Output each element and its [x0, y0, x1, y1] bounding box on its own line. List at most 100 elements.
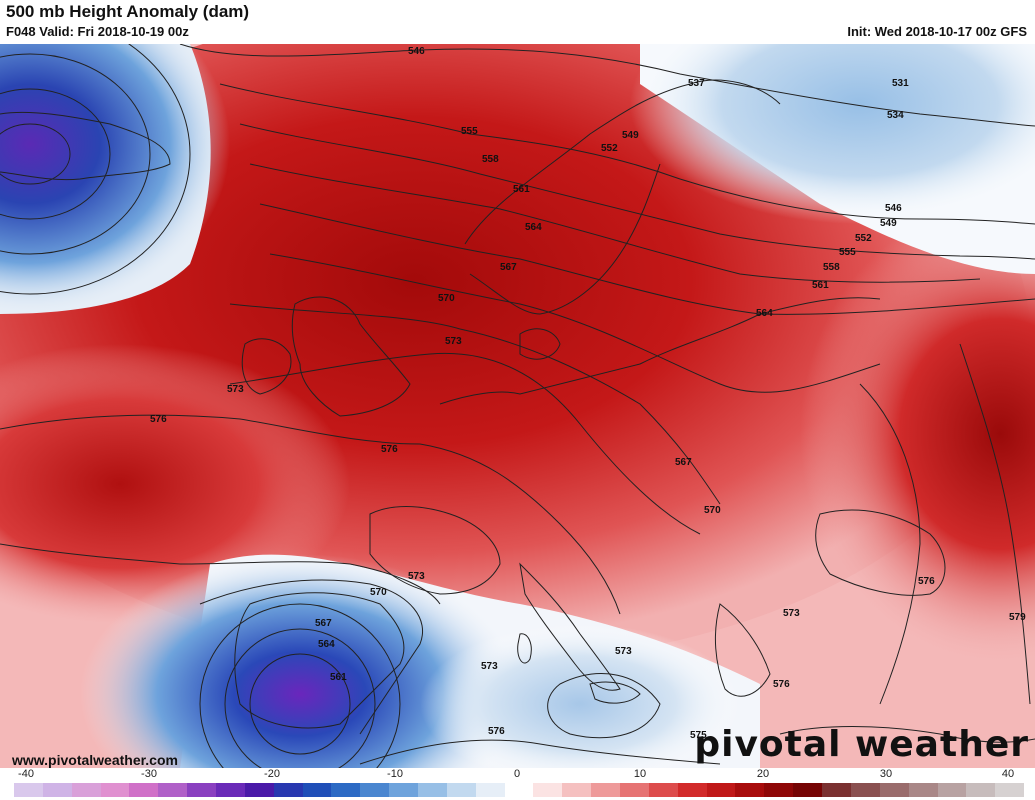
contour-line-561: [249, 163, 981, 283]
contour-line-567: [269, 253, 881, 393]
contour-549-norway: 549: [622, 130, 639, 141]
denmark-coast: [519, 328, 561, 360]
contour-line-552: [219, 83, 1035, 225]
contour-573-med: 573: [481, 661, 498, 672]
contour-573-iberia: 573: [408, 571, 425, 582]
contour-564-belarus: 564: [756, 308, 773, 319]
colorbar-swatch: [100, 783, 130, 797]
colorbar-swatch: [677, 783, 707, 797]
colorbar-swatch: [302, 783, 332, 797]
contour-561-norway: 561: [513, 184, 530, 195]
contour-line-546: [179, 44, 1035, 127]
contour-line-561-circle: [249, 653, 351, 755]
contour-iceland-2: [0, 88, 111, 220]
contour-573-greece: 573: [783, 608, 800, 619]
contour-line-555: [239, 123, 1035, 260]
greece-coast: [714, 603, 771, 697]
init-time: Init: Wed 2018-10-17 00z GFS: [847, 24, 1027, 39]
contour-564-norway: 564: [525, 222, 542, 233]
colorbar-tick: -40: [18, 768, 34, 780]
colorbar-ticks: -40 -30 -20 -10 0 10 20 30 40: [0, 768, 1035, 784]
africa-coast: [359, 739, 721, 765]
colorbar-swatch: [14, 783, 43, 797]
colorbar-swatch: [706, 783, 736, 797]
contour-line-567-circle: [199, 603, 401, 768]
colorbar-tick: -20: [264, 768, 280, 780]
britain-coast: [291, 296, 411, 417]
contour-579-turkey: 579: [1009, 612, 1026, 623]
contour-546-russia: 546: [885, 203, 902, 214]
website-credit: www.pivotalweather.com: [12, 752, 178, 768]
colorbar-swatch: [937, 783, 967, 797]
contour-561-iberia: 561: [330, 672, 347, 683]
anomaly-colorbar: [14, 783, 1025, 797]
contour-555-russia: 555: [839, 247, 856, 258]
sardinia-coast: [517, 633, 532, 664]
contour-552-russia: 552: [855, 233, 872, 244]
iceland-coast: [0, 111, 171, 181]
contour-576-africa: 576: [488, 726, 505, 737]
colorbar-tick: 0: [513, 768, 521, 780]
cold-anomaly-iberia: [80, 554, 520, 768]
contour-570-balkans: 570: [704, 505, 721, 516]
contour-531: 531: [892, 78, 909, 89]
map-title: 500 mb Height Anomaly (dam): [6, 2, 250, 21]
colorbar-tick: -30: [141, 768, 157, 780]
contour-537: 537: [688, 78, 705, 89]
colorbar-tick: 30: [879, 768, 893, 780]
colorbar-swatch: [446, 783, 476, 797]
sicily-coast: [589, 681, 641, 704]
colorbar-swatch: [879, 783, 909, 797]
contour-iceland-3: [0, 53, 151, 255]
colorbar-swatch: [71, 783, 101, 797]
contour-567-iberia: 567: [315, 618, 332, 629]
north-coast: [439, 297, 881, 405]
iberia-coast: [234, 592, 405, 729]
turkey-south-coast: [779, 726, 1035, 743]
contour-546-north: 546: [408, 46, 425, 57]
contour-573-sicily: 573: [615, 646, 632, 657]
warm-anomaly-atlantic: [0, 344, 350, 624]
colorbar-swatch: [591, 783, 621, 797]
anomaly-map: 546 537 531 534 549 552 555 558 561 564 …: [0, 44, 1035, 768]
colorbar-swatch: [562, 783, 592, 797]
colorbar-swatch: [273, 783, 303, 797]
cold-anomaly-russia: [630, 44, 1035, 224]
colorbar-swatch: [331, 783, 361, 797]
norway-coast: [464, 79, 781, 245]
contour-567-denmark: 567: [500, 262, 517, 273]
colorbar-swatch: [850, 783, 880, 797]
contour-549-russia: 549: [880, 218, 897, 229]
colorbar-swatch: [475, 783, 505, 797]
colorbar-swatch: [389, 783, 419, 797]
colorbar-swatch: [129, 783, 159, 797]
contour-line-564-circle: [224, 628, 376, 768]
contour-line-570: [229, 303, 721, 505]
contour-575-libya: 575: [690, 730, 707, 741]
contour-576-france: 576: [381, 444, 398, 455]
colorbar-tick: 10: [633, 768, 647, 780]
contour-line-576-east: [859, 383, 921, 705]
contour-iceland-4: [0, 44, 191, 295]
warm-anomaly-east: [800, 204, 1035, 664]
map-header: 500 mb Height Anomaly (dam) F048 Valid: …: [0, 0, 1035, 44]
contour-labels: 546 537 531 534 549 552 555 558 561 564 …: [150, 46, 1026, 741]
contour-558-russia: 558: [823, 262, 840, 273]
colorbar-swatch: [620, 783, 649, 797]
contour-576-blacksea: 576: [918, 576, 935, 587]
contour-570-northsea: 570: [438, 293, 455, 304]
colorbar-swatch: [187, 783, 217, 797]
contour-line-564: [259, 203, 1035, 315]
contour-552-norway: 552: [601, 143, 618, 154]
blacksea-coast: [815, 509, 946, 596]
colorbar-swatch: [42, 783, 72, 797]
colorbar-tick: -10: [387, 768, 403, 780]
contour-line-576: [0, 414, 621, 615]
contour-573-ireland: 573: [227, 384, 244, 395]
cold-anomaly-mediterranean: [420, 624, 740, 768]
contour-570-iberia: 570: [370, 587, 387, 598]
colorbar-swatch: [793, 783, 823, 797]
colorbar-swatch: [822, 783, 851, 797]
ireland-coast: [241, 338, 292, 395]
colorbar-tick: 20: [756, 768, 770, 780]
